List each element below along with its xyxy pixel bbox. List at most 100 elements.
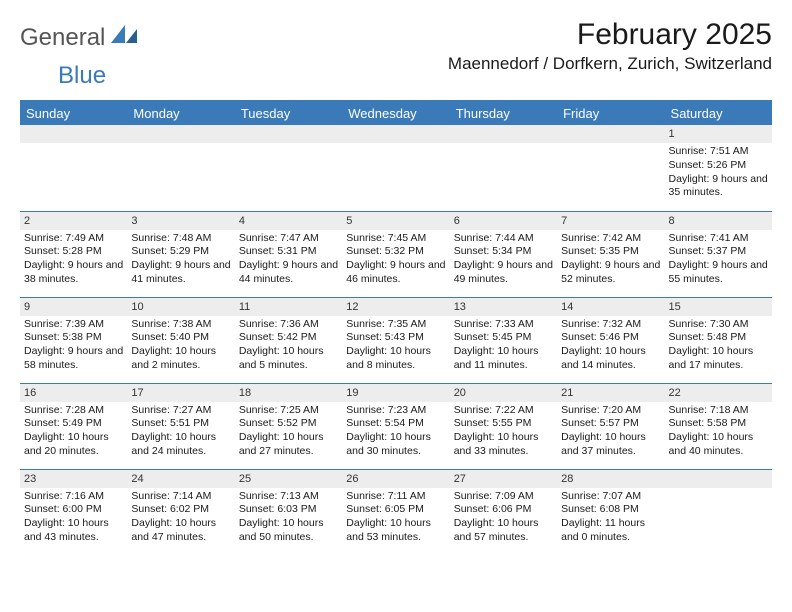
day-number: 10 (127, 298, 234, 316)
day-cell: 1Sunrise: 7:51 AMSunset: 5:26 PMDaylight… (665, 125, 772, 211)
day-number: 25 (235, 470, 342, 488)
day-cell: 12Sunrise: 7:35 AMSunset: 5:43 PMDayligh… (342, 297, 449, 383)
day-details: Sunrise: 7:13 AMSunset: 6:03 PMDaylight:… (239, 490, 338, 545)
day-cell (557, 125, 664, 211)
day-details: Sunrise: 7:41 AMSunset: 5:37 PMDaylight:… (669, 232, 768, 287)
week-row: 16Sunrise: 7:28 AMSunset: 5:49 PMDayligh… (20, 383, 772, 469)
day-details: Sunrise: 7:27 AMSunset: 5:51 PMDaylight:… (131, 404, 230, 459)
day-cell: 11 Sunrise: 7:36 AMSunset: 5:42 PMDayligh… (235, 297, 342, 383)
day-details: Sunrise: 7:16 AMSunset: 6:00 PMDaylight:… (24, 490, 123, 545)
day-cell: 16Sunrise: 7:28 AMSunset: 5:49 PMDayligh… (20, 383, 127, 469)
day-cell (665, 469, 772, 555)
day-cell: 20 Sunrise: 7:22 AMSunset: 5:55 PMDayligh… (450, 383, 557, 469)
day-details: Sunrise: 7:30 AMSunset: 5:48 PMDaylight:… (669, 318, 768, 373)
day-cell: 5 Sunrise: 7:45 AMSunset: 5:32 PMDaylight… (342, 211, 449, 297)
day-header: Sunday (20, 102, 127, 125)
day-cell: 13 Sunrise: 7:33 AMSunset: 5:45 PMDayligh… (450, 297, 557, 383)
day-cell: 22 Sunrise: 7:18 AMSunset: 5:58 PMDayligh… (665, 383, 772, 469)
day-number (127, 125, 234, 143)
day-details: Sunrise: 7:47 AMSunset: 5:31 PMDaylight:… (239, 232, 338, 287)
day-header: Thursday (450, 102, 557, 125)
week-row: 2 Sunrise: 7:49 AMSunset: 5:28 PMDaylight… (20, 211, 772, 297)
day-details: Sunrise: 7:23 AMSunset: 5:54 PMDaylight:… (346, 404, 445, 459)
day-number: 8 (665, 212, 772, 230)
day-number: 15 (665, 298, 772, 316)
day-cell: 4 Sunrise: 7:47 AMSunset: 5:31 PMDaylight… (235, 211, 342, 297)
day-details: Sunrise: 7:51 AMSunset: 5:26 PMDaylight:… (669, 145, 768, 200)
day-details: Sunrise: 7:32 AMSunset: 5:46 PMDaylight:… (561, 318, 660, 373)
day-details: Sunrise: 7:33 AMSunset: 5:45 PMDaylight:… (454, 318, 553, 373)
day-number: 2 (20, 212, 127, 230)
day-number: 21 (557, 384, 664, 402)
day-cell: 23 Sunrise: 7:16 AMSunset: 6:00 PMDayligh… (20, 469, 127, 555)
day-cell: 6 Sunrise: 7:44 AMSunset: 5:34 PMDaylight… (450, 211, 557, 297)
day-number: 5 (342, 212, 449, 230)
day-details: Sunrise: 7:44 AMSunset: 5:34 PMDaylight:… (454, 232, 553, 287)
day-cell: 18 Sunrise: 7:25 AMSunset: 5:52 PMDayligh… (235, 383, 342, 469)
day-details: Sunrise: 7:42 AMSunset: 5:35 PMDaylight:… (561, 232, 660, 287)
day-cell: 14 Sunrise: 7:32 AMSunset: 5:46 PMDayligh… (557, 297, 664, 383)
day-cell (127, 125, 234, 211)
day-number: 17 (127, 384, 234, 402)
day-number (20, 125, 127, 143)
day-cell: 26Sunrise: 7:11 AMSunset: 6:05 PMDayligh… (342, 469, 449, 555)
day-details: Sunrise: 7:09 AMSunset: 6:06 PMDaylight:… (454, 490, 553, 545)
day-number: 18 (235, 384, 342, 402)
logo-text-blue: Blue (58, 62, 106, 89)
day-number (450, 125, 557, 143)
day-number (235, 125, 342, 143)
day-details: Sunrise: 7:18 AMSunset: 5:58 PMDaylight:… (669, 404, 768, 459)
sail-icon (111, 25, 137, 43)
day-header: Friday (557, 102, 664, 125)
day-cell: 2 Sunrise: 7:49 AMSunset: 5:28 PMDaylight… (20, 211, 127, 297)
day-details: Sunrise: 7:35 AMSunset: 5:43 PMDaylight:… (346, 318, 445, 373)
day-header: Saturday (665, 102, 772, 125)
day-details: Sunrise: 7:11 AMSunset: 6:05 PMDaylight:… (346, 490, 445, 545)
day-cell (450, 125, 557, 211)
day-cell: 25 Sunrise: 7:13 AMSunset: 6:03 PMDayligh… (235, 469, 342, 555)
day-cell: 28Sunrise: 7:07 AMSunset: 6:08 PMDayligh… (557, 469, 664, 555)
day-cell (20, 125, 127, 211)
day-number: 22 (665, 384, 772, 402)
day-details: Sunrise: 7:38 AMSunset: 5:40 PMDaylight:… (131, 318, 230, 373)
day-details: Sunrise: 7:49 AMSunset: 5:28 PMDaylight:… (24, 232, 123, 287)
day-cell: 7 Sunrise: 7:42 AMSunset: 5:35 PMDaylight… (557, 211, 664, 297)
day-header: Wednesday (342, 102, 449, 125)
day-number: 13 (450, 298, 557, 316)
day-details: Sunrise: 7:20 AMSunset: 5:57 PMDaylight:… (561, 404, 660, 459)
day-number: 14 (557, 298, 664, 316)
day-number (557, 125, 664, 143)
day-header: Monday (127, 102, 234, 125)
day-details: Sunrise: 7:45 AMSunset: 5:32 PMDaylight:… (346, 232, 445, 287)
day-number: 3 (127, 212, 234, 230)
day-cell: 9Sunrise: 7:39 AMSunset: 5:38 PMDaylight… (20, 297, 127, 383)
day-number: 4 (235, 212, 342, 230)
day-number: 20 (450, 384, 557, 402)
day-number: 28 (557, 470, 664, 488)
week-row: 23 Sunrise: 7:16 AMSunset: 6:00 PMDayligh… (20, 469, 772, 555)
day-cell (342, 125, 449, 211)
day-number: 6 (450, 212, 557, 230)
day-details: Sunrise: 7:25 AMSunset: 5:52 PMDaylight:… (239, 404, 338, 459)
day-cell: 24 Sunrise: 7:14 AMSunset: 6:02 PMDayligh… (127, 469, 234, 555)
logo-text-general: General (20, 24, 105, 52)
day-cell: 15 Sunrise: 7:30 AMSunset: 5:48 PMDayligh… (665, 297, 772, 383)
day-details: Sunrise: 7:14 AMSunset: 6:02 PMDaylight:… (131, 490, 230, 545)
day-number: 11 (235, 298, 342, 316)
day-number: 7 (557, 212, 664, 230)
day-number: 19 (342, 384, 449, 402)
day-number: 24 (127, 470, 234, 488)
day-cell: 21 Sunrise: 7:20 AMSunset: 5:57 PMDayligh… (557, 383, 664, 469)
day-cell: 27Sunrise: 7:09 AMSunset: 6:06 PMDayligh… (450, 469, 557, 555)
week-row: 1Sunrise: 7:51 AMSunset: 5:26 PMDaylight… (20, 125, 772, 211)
day-number (665, 470, 772, 488)
day-number: 23 (20, 470, 127, 488)
month-title: February 2025 (448, 18, 772, 52)
week-row: 9Sunrise: 7:39 AMSunset: 5:38 PMDaylight… (20, 297, 772, 383)
day-details: Sunrise: 7:22 AMSunset: 5:55 PMDaylight:… (454, 404, 553, 459)
day-details: Sunrise: 7:39 AMSunset: 5:38 PMDaylight:… (24, 318, 123, 373)
calendar-table: SundayMondayTuesdayWednesdayThursdayFrid… (20, 102, 772, 555)
day-details: Sunrise: 7:36 AMSunset: 5:42 PMDaylight:… (239, 318, 338, 373)
day-details: Sunrise: 7:48 AMSunset: 5:29 PMDaylight:… (131, 232, 230, 287)
header-row: SundayMondayTuesdayWednesdayThursdayFrid… (20, 102, 772, 125)
